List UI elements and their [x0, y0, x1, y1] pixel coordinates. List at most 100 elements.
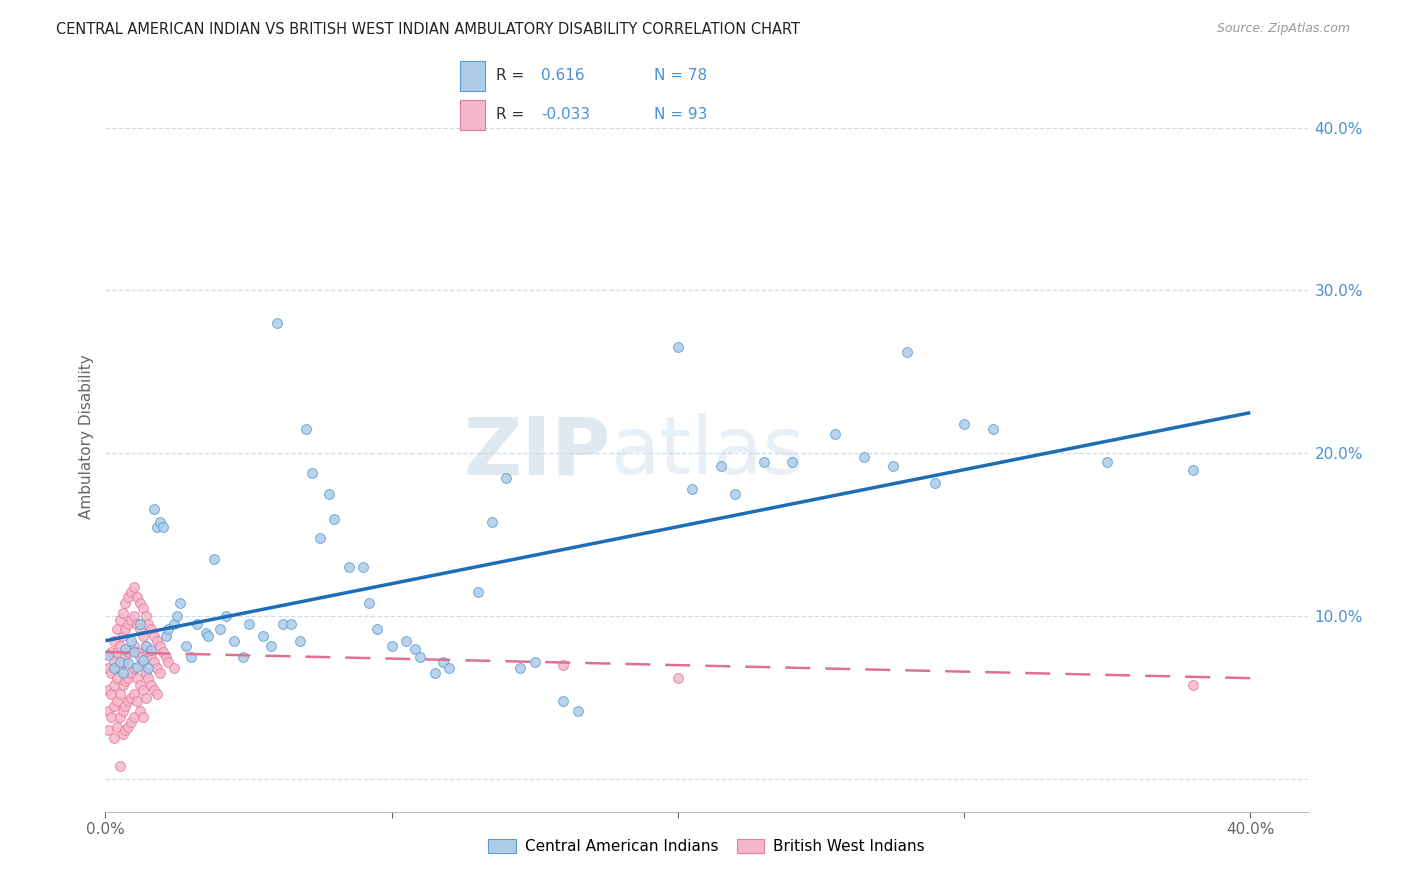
- Point: [666, 341, 689, 355]
- Point: [141, 678, 163, 692]
- Point: [509, 661, 531, 675]
- Point: [111, 666, 134, 681]
- Point: [214, 609, 236, 624]
- Point: [252, 629, 274, 643]
- Point: [114, 698, 136, 713]
- Point: [117, 671, 139, 685]
- Point: [122, 609, 145, 624]
- Point: [125, 617, 148, 632]
- Point: [117, 694, 139, 708]
- Point: [131, 710, 153, 724]
- Point: [467, 584, 489, 599]
- Point: [163, 661, 186, 675]
- Point: [122, 710, 145, 724]
- Point: [981, 422, 1004, 436]
- Point: [143, 655, 166, 669]
- Point: [131, 655, 153, 669]
- Point: [409, 650, 432, 665]
- Text: R =: R =: [496, 107, 524, 121]
- Point: [323, 511, 346, 525]
- Point: [666, 671, 689, 685]
- Point: [105, 720, 128, 734]
- Point: [111, 726, 134, 740]
- Point: [125, 659, 148, 673]
- Point: [108, 759, 131, 773]
- Point: [120, 715, 142, 730]
- Point: [108, 655, 131, 669]
- Legend: Central American Indians, British West Indians: Central American Indians, British West I…: [482, 832, 931, 860]
- Point: [681, 482, 703, 496]
- Point: [122, 645, 145, 659]
- Point: [152, 645, 174, 659]
- Point: [117, 657, 139, 671]
- Point: [108, 710, 131, 724]
- Point: [122, 580, 145, 594]
- Point: [1095, 454, 1118, 468]
- Point: [953, 417, 976, 431]
- Point: [238, 617, 260, 632]
- Point: [553, 658, 575, 673]
- FancyBboxPatch shape: [461, 100, 485, 130]
- Point: [157, 655, 180, 669]
- Text: Source: ZipAtlas.com: Source: ZipAtlas.com: [1216, 22, 1350, 36]
- Point: [197, 629, 219, 643]
- Point: [202, 552, 225, 566]
- Point: [108, 661, 131, 675]
- Point: [105, 694, 128, 708]
- Point: [149, 639, 172, 653]
- Point: [111, 629, 134, 643]
- Point: [710, 459, 733, 474]
- Point: [567, 704, 589, 718]
- Point: [553, 694, 575, 708]
- Point: [128, 596, 150, 610]
- Point: [128, 622, 150, 636]
- Point: [495, 471, 517, 485]
- Point: [120, 584, 142, 599]
- Point: [232, 650, 254, 665]
- Point: [357, 596, 380, 610]
- Text: 0.616: 0.616: [541, 68, 585, 83]
- Point: [114, 641, 136, 656]
- Point: [163, 617, 186, 632]
- Point: [122, 688, 145, 702]
- Point: [174, 639, 197, 653]
- Point: [105, 645, 128, 659]
- Point: [131, 629, 153, 643]
- Point: [337, 560, 360, 574]
- Point: [108, 613, 131, 627]
- Point: [114, 723, 136, 738]
- Point: [782, 454, 804, 468]
- Point: [131, 601, 153, 615]
- Point: [103, 731, 125, 746]
- Point: [122, 661, 145, 675]
- Point: [157, 622, 180, 636]
- Point: [135, 690, 157, 705]
- Point: [437, 661, 460, 675]
- Point: [288, 633, 311, 648]
- Point: [105, 622, 128, 636]
- Point: [111, 704, 134, 718]
- Text: N = 93: N = 93: [654, 107, 707, 121]
- Point: [117, 590, 139, 604]
- Point: [149, 666, 172, 681]
- Text: N = 78: N = 78: [654, 68, 707, 83]
- Point: [125, 694, 148, 708]
- Point: [97, 682, 120, 697]
- Point: [103, 633, 125, 648]
- Point: [125, 671, 148, 685]
- Point: [131, 682, 153, 697]
- Point: [128, 704, 150, 718]
- Point: [1182, 678, 1205, 692]
- Point: [146, 633, 169, 648]
- Point: [135, 639, 157, 653]
- Point: [824, 426, 846, 441]
- Point: [100, 688, 122, 702]
- Point: [125, 645, 148, 659]
- Point: [224, 633, 246, 648]
- Point: [117, 645, 139, 659]
- Point: [143, 501, 166, 516]
- Point: [152, 519, 174, 533]
- Point: [366, 622, 388, 636]
- Point: [117, 617, 139, 632]
- Point: [194, 625, 217, 640]
